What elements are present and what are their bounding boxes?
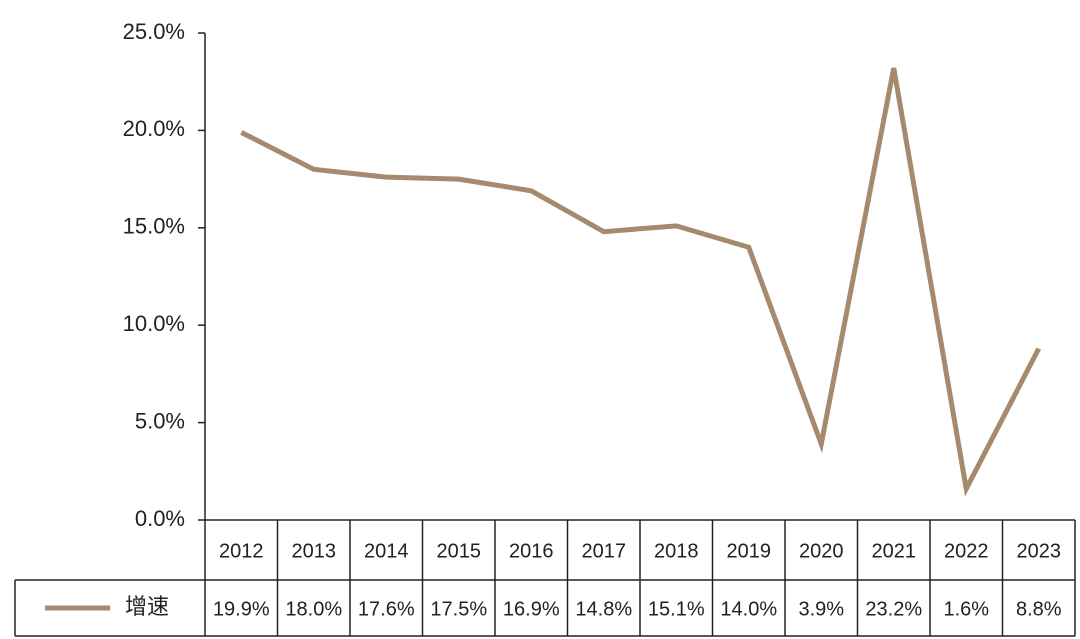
y-tick-label: 10.0% <box>123 311 185 336</box>
table-value: 19.9% <box>213 598 270 620</box>
x-tick-label: 2018 <box>654 540 699 562</box>
x-tick-label: 2014 <box>364 540 409 562</box>
y-tick-label: 25.0% <box>123 19 185 44</box>
table-value: 14.0% <box>720 598 777 620</box>
table-value: 3.9% <box>798 598 844 620</box>
x-tick-label: 2012 <box>219 540 264 562</box>
table-value: 15.1% <box>648 598 705 620</box>
x-tick-label: 2016 <box>509 540 554 562</box>
x-tick-label: 2015 <box>437 540 482 562</box>
table-value: 17.5% <box>430 598 487 620</box>
table-value: 16.9% <box>503 598 560 620</box>
y-tick-label: 5.0% <box>135 408 185 433</box>
table-value: 14.8% <box>575 598 632 620</box>
x-tick-label: 2019 <box>727 540 772 562</box>
table-value: 8.8% <box>1016 598 1062 620</box>
y-tick-label: 20.0% <box>123 116 185 141</box>
series-line <box>240 67 1041 497</box>
legend-label: 增速 <box>125 594 169 619</box>
table-value: 18.0% <box>285 598 342 620</box>
y-tick-label: 0.0% <box>135 506 185 531</box>
x-tick-label: 2017 <box>582 540 627 562</box>
table-value: 17.6% <box>358 598 415 620</box>
table-value: 1.6% <box>943 598 989 620</box>
x-tick-label: 2022 <box>944 540 989 562</box>
x-tick-label: 2021 <box>872 540 917 562</box>
x-tick-label: 2023 <box>1017 540 1062 562</box>
x-tick-label: 2020 <box>799 540 844 562</box>
table-value: 23.2% <box>865 598 922 620</box>
y-tick-label: 15.0% <box>123 214 185 239</box>
x-tick-label: 2013 <box>292 540 337 562</box>
